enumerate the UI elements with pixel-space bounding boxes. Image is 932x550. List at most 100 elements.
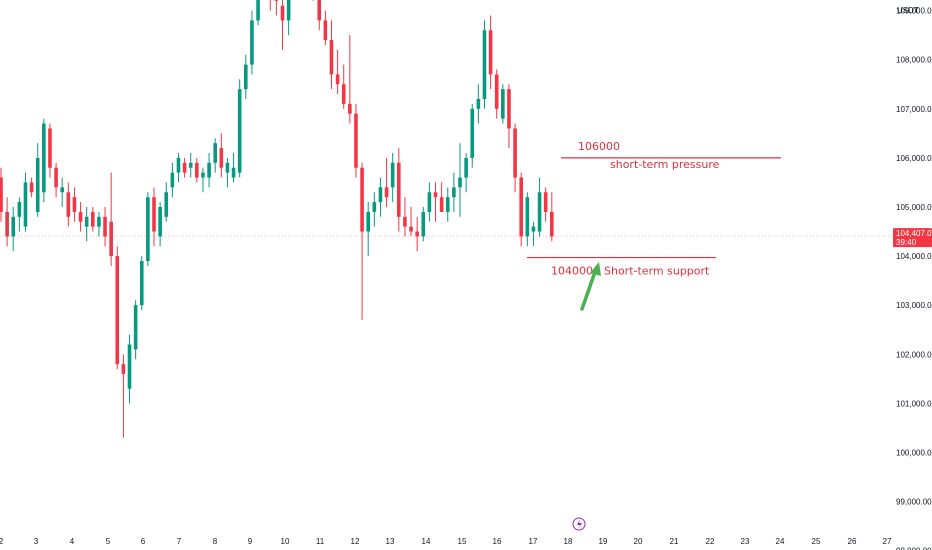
price-tick-label: 105,000.00 [896,203,932,212]
time-tick-label: 7 [177,537,182,546]
candle-body [213,143,217,163]
time-tick-label: 22 [706,537,715,546]
candle-body [182,162,187,173]
candle-body [335,74,340,85]
time-tick-label: 24 [776,537,785,546]
time-tick-label: 19 [599,537,608,546]
candle-body [170,172,175,188]
candle-body [84,216,89,227]
candle-body [317,0,322,21]
candle-body [286,0,291,21]
candle-body [494,74,499,109]
currency-label: USDT [897,6,919,15]
candle-body [97,216,101,227]
price-tick-label: 103,000.00 [896,301,932,310]
pressure-text-label: short-term pressure [610,158,720,171]
candle-body [476,98,481,109]
candle-body [488,30,493,75]
candle-body [348,103,352,114]
price-tick-label: 106,000.00 [896,154,932,163]
candle-body [66,192,71,217]
time-tick-label: 25 [812,537,821,546]
candle-body [452,187,456,198]
candle-body [244,64,248,90]
pressure-value-label: 106000 [578,140,620,153]
time-tick-label: 27 [883,537,892,546]
time-tick-label: 10 [281,537,290,546]
candle-body [354,113,358,168]
time-tick-label: 4 [70,537,75,546]
time-tick-label: 16 [493,537,502,546]
candle-body [201,172,205,178]
candle-body [439,197,444,212]
candle-body [274,0,279,1]
candle-body [464,157,468,178]
candle-body [139,261,144,306]
current-price-label: 104,407.06 [896,229,932,238]
candle-body [421,211,426,237]
price-axis: 113,000.00112,000.00111,000.00110,000.00… [893,7,932,550]
candle-body [531,226,536,232]
current-price-badge [893,228,932,248]
time-axis: 2 3 4 5 6 7 8 9 10 11 12 13 14 15 16 17 18 19 20 21 22 23 24 25… [0,537,892,546]
time-tick-label: 12 [351,537,360,546]
candle-body [195,162,199,178]
candle-body [550,211,554,237]
candle-body [397,162,401,217]
time-tick-label: 13 [386,537,395,546]
countdown-label: 39:40 [896,238,917,247]
candle-body [133,305,138,350]
candle-body [231,167,236,178]
candle-body [501,89,505,119]
candle-body [390,162,395,188]
candle-body [409,226,413,232]
candle-body [403,216,407,227]
events-icon[interactable] [572,517,586,531]
price-tick-label: 107,000.00 [896,105,932,114]
price-tick-label: 102,000.00 [896,350,932,359]
candle-body [427,192,432,212]
candle-body [91,211,95,227]
time-tick-label: 20 [634,537,643,546]
candle-body [176,157,181,173]
candle-body [415,231,419,237]
candle-body [482,30,487,99]
candle-body [35,157,40,212]
arrow-shaft [580,270,597,311]
candle-body [72,197,77,212]
time-tick-label: 17 [529,537,538,546]
candle-body [115,256,120,365]
time-tick-label: 15 [458,537,467,546]
candle-body [188,162,193,168]
candle-body [60,187,64,193]
candle-body [152,197,156,232]
candle-body [513,128,517,178]
candle-body [366,211,370,232]
candle-body [54,167,58,188]
candle-body [237,89,242,173]
price-axis-panel[interactable] [892,0,932,530]
candle-body [103,216,107,237]
time-tick-label: 3 [34,537,39,546]
candle-body [329,40,334,75]
candle-body [207,162,211,178]
time-tick-label: 14 [422,537,431,546]
candle-body [219,148,224,168]
candle-body [146,197,150,262]
candle-body [470,108,475,158]
candle-body [0,177,3,212]
price-tick-label: 101,000.00 [896,399,932,408]
candle-body [225,162,230,173]
time-tick-label: 23 [741,537,750,546]
annotations-layer: 106000 short-term pressure 104000 Short-ter… [0,140,892,311]
time-axis-panel[interactable] [0,530,892,550]
candle-body [42,123,46,193]
candle-body [378,187,383,203]
candle-body [121,364,126,374]
price-tick-label: 108,000.00 [896,56,932,65]
candle-body [280,5,285,21]
support-value-label: 104000 [551,265,593,278]
candle-body [164,192,169,217]
